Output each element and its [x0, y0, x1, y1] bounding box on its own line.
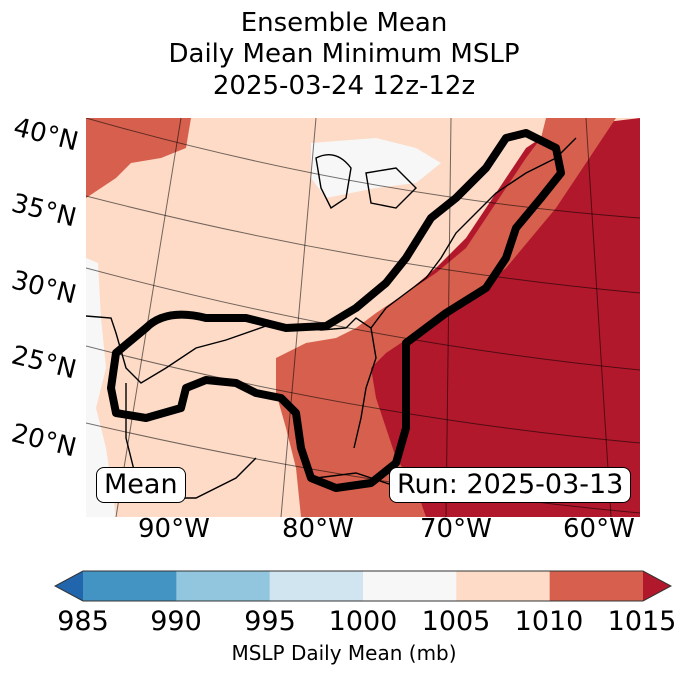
colorbar-segment-985-990	[83, 571, 177, 601]
colorbar-segment-990-995	[176, 571, 271, 601]
region-1005-1010	[86, 118, 640, 517]
colorbar-segment-1005-1010	[456, 571, 551, 601]
colorbar-tick-1015: 1015	[607, 606, 677, 637]
lon-label-60w: 60°W	[563, 514, 635, 544]
lat-label-20: 20°N	[8, 418, 80, 464]
lat-label-25: 25°N	[8, 340, 80, 386]
colorbar-segment-1010-1015	[549, 571, 644, 601]
region-nw-1010-1015	[86, 118, 191, 198]
lon-label-90w: 90°W	[138, 514, 210, 544]
colorbar-tick-985: 985	[57, 606, 109, 637]
mean-annotation: Mean	[96, 467, 186, 503]
colorbar-tick-995: 995	[244, 606, 296, 637]
lat-label-40: 40°N	[10, 112, 82, 158]
colorbar-segment-995-1000	[269, 571, 364, 601]
title-line-1: Ensemble Mean	[240, 8, 448, 38]
title-line-3: 2025-03-24 12z-12z	[212, 71, 476, 101]
colorbar-tick-1005: 1005	[421, 606, 491, 637]
title-line-2: Daily Mean Minimum MSLP	[168, 39, 520, 69]
colorbar-extend-under	[55, 571, 83, 601]
contour-outline	[107, 129, 565, 492]
colorbar-tick-990: 990	[150, 606, 202, 637]
graticule	[86, 118, 640, 517]
colorbar	[54, 570, 672, 602]
mslp-map	[86, 118, 640, 517]
colorbar-segment-1000-1005	[363, 571, 457, 601]
region-west-1000-1005	[86, 258, 116, 517]
lat-label-30: 30°N	[8, 265, 80, 311]
colorbar-label: MSLP Daily Mean (mb)	[231, 641, 457, 665]
lat-label-35: 35°N	[8, 188, 80, 234]
lon-label-70w: 70°W	[420, 514, 492, 544]
colorbar-tick-1010: 1010	[514, 606, 584, 637]
run-date-annotation: Run: 2025-03-13	[389, 467, 632, 503]
region-great-lakes-1000-1005	[311, 138, 441, 198]
lon-label-80w: 80°W	[282, 514, 354, 544]
colorbar-outline	[54, 570, 672, 602]
map-canvas	[86, 118, 640, 517]
colorbar-tick-1000: 1000	[328, 606, 398, 637]
colorbar-extend-over	[643, 571, 671, 601]
